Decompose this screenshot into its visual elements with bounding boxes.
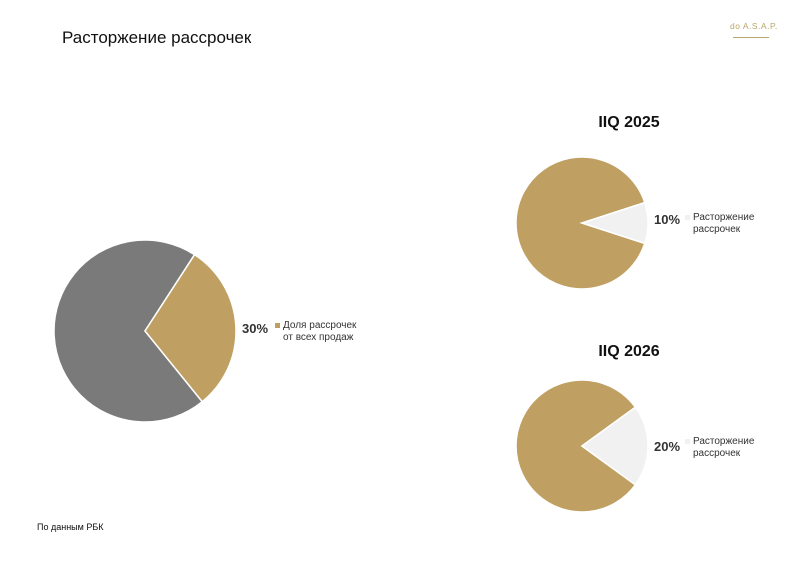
slice-rest (515, 379, 637, 513)
legend-2025-line1: Расторжение (693, 212, 755, 223)
chart-title-2025: IIQ 2025 (598, 114, 660, 131)
slice-other (53, 239, 204, 423)
legend-2025: Расторжение рассрочек (685, 212, 755, 235)
value-label-2025: 10% (654, 212, 681, 227)
source-note: По данным РБК (37, 522, 104, 532)
share-value-label: 30% (242, 321, 269, 336)
slice-installments (144, 253, 237, 403)
brand-underline (733, 37, 769, 38)
value-label-2026: 20% (654, 439, 681, 454)
share-legend-line1: Доля рассрочек (283, 320, 357, 331)
pie-chart-2025 (515, 156, 649, 290)
pie-chart-2026 (515, 379, 649, 513)
chart-title-2026: IIQ 2026 (598, 343, 660, 360)
share-legend: Доля рассрочек от всех продаж (275, 320, 357, 343)
legend-2026: Расторжение рассрочек (685, 436, 755, 459)
slice-termination (580, 406, 649, 486)
legend-2026-line2: рассрочек (693, 447, 741, 459)
share-legend-line2: от всех продаж (283, 331, 354, 343)
legend-light-swatch (685, 439, 690, 444)
legend-light-swatch (685, 215, 690, 220)
legend-2025-line2: рассрочек (693, 223, 741, 235)
slice-termination (579, 201, 649, 245)
legend-gold-swatch (275, 323, 280, 328)
legend-2026-line1: Расторжение (693, 436, 755, 447)
page-title: Расторжение рассрочек (62, 28, 252, 47)
pie-chart-share (53, 239, 237, 423)
brand-logo: do A.S.A.P. (730, 21, 778, 31)
